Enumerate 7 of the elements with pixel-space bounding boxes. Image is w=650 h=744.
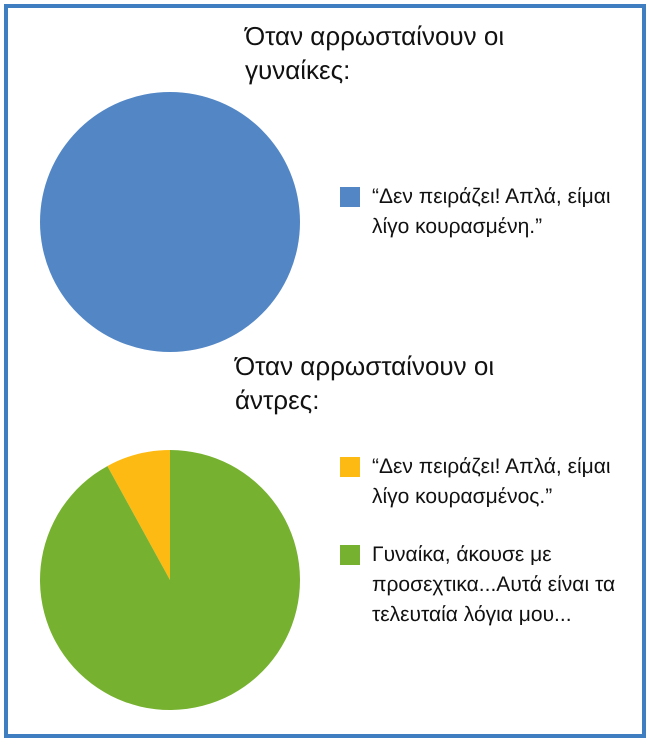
chart-title: Όταν αρρωσταίνουν οι άντρες: — [234, 351, 494, 415]
chart-title: Όταν αρρωσταίνουν οι γυναίκες: — [244, 21, 504, 85]
legend-label: “Δεν πειράζει! Απλά, είμαι λίγο κουρασμένη.” — [372, 185, 611, 238]
pie-slice — [40, 450, 300, 710]
pie-slice — [107, 450, 170, 580]
legend-label: Γυναίκα, άκουσε με προσεχτικα...Αυτά είναι τα τελευταία λόγια μου... — [372, 543, 616, 626]
legend-label: “Δεν πειράζει! Απλά, είμαι λίγο κουρασμένος.” — [372, 455, 611, 508]
